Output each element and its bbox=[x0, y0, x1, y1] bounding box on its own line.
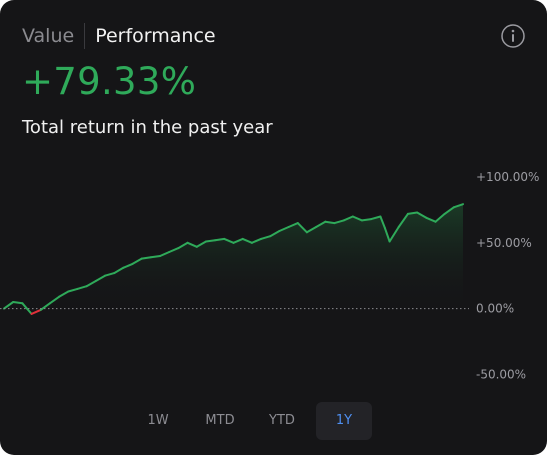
series-line-segment bbox=[3, 301, 15, 310]
series-line-segment bbox=[416, 211, 428, 219]
range-ytd-button[interactable]: YTD bbox=[269, 413, 295, 428]
series-line-segment bbox=[94, 274, 106, 282]
series-line-segment bbox=[452, 203, 464, 209]
series-line-segment bbox=[333, 219, 345, 225]
series-line-segment bbox=[278, 226, 290, 232]
series-line-segment bbox=[104, 272, 116, 277]
series-line-segment bbox=[315, 220, 327, 228]
series-line-segment bbox=[250, 237, 262, 244]
series-line-segment bbox=[149, 255, 162, 259]
series-line-segment bbox=[305, 226, 318, 234]
series-line-segment bbox=[30, 308, 42, 315]
series-line-segment bbox=[342, 215, 354, 222]
y-tick-label: +100.00% bbox=[476, 170, 539, 184]
series-line-segment bbox=[287, 222, 299, 228]
series-line-segment bbox=[324, 220, 336, 225]
series-line-segment bbox=[113, 266, 125, 275]
y-tick-label: -50.00% bbox=[476, 367, 526, 381]
total-return-caption: Total return in the past year bbox=[22, 117, 273, 138]
range-1y-button[interactable]: 1Y bbox=[316, 402, 372, 440]
series-line-segment bbox=[361, 218, 373, 222]
series-line-segment bbox=[131, 257, 143, 265]
series-line-segment bbox=[48, 295, 61, 305]
series-line-segment bbox=[379, 215, 386, 230]
series-line-segment bbox=[406, 211, 419, 215]
series-line-segment bbox=[443, 206, 455, 215]
series-line-segment bbox=[177, 241, 189, 250]
series-line-segment bbox=[21, 302, 33, 315]
performance-chart: +100.00% +50.00% 0.00% -50.00% bbox=[0, 170, 539, 381]
time-range-selector: 1W MTD YTD 1Y bbox=[130, 402, 372, 440]
tab-divider bbox=[84, 23, 86, 49]
series-line-segment bbox=[241, 237, 253, 244]
series-line-segment bbox=[58, 290, 70, 298]
total-return-value: +79.33% bbox=[22, 60, 197, 103]
series-line-segment bbox=[223, 237, 235, 244]
series-area-fill bbox=[4, 204, 463, 309]
series-line-segment bbox=[122, 262, 134, 269]
series-line-segment bbox=[351, 215, 363, 222]
series-line-segment bbox=[269, 230, 281, 238]
series-line-segment bbox=[85, 280, 97, 288]
tab-value[interactable]: Value bbox=[22, 25, 75, 47]
series-line-segment bbox=[195, 240, 207, 248]
tab-performance[interactable]: Performance bbox=[95, 25, 216, 47]
y-tick-label: +50.00% bbox=[476, 236, 532, 250]
series-line-segment bbox=[384, 227, 391, 243]
series-line-segment bbox=[159, 251, 171, 257]
series-line-segment bbox=[67, 287, 79, 293]
series-line-segment bbox=[12, 301, 24, 305]
series-line-segment bbox=[140, 256, 152, 260]
series-line-segment bbox=[76, 285, 88, 290]
series-line-segment bbox=[205, 239, 217, 243]
range-mtd-button[interactable]: MTD bbox=[205, 413, 235, 428]
series-line-segment bbox=[425, 216, 437, 223]
series-line-segment bbox=[260, 235, 272, 240]
series-line-segment bbox=[434, 212, 446, 223]
performance-card: Value Performance +79.33% Total return i… bbox=[0, 0, 547, 455]
view-tabs: Value Performance bbox=[22, 22, 216, 50]
series-line-segment bbox=[168, 247, 180, 253]
series-line-segment bbox=[39, 302, 51, 311]
range-1w-button[interactable]: 1W bbox=[147, 413, 169, 428]
y-tick-label: 0.00% bbox=[476, 302, 514, 316]
info-icon[interactable] bbox=[501, 24, 525, 48]
series-line-segment bbox=[296, 222, 308, 234]
series-line-segment bbox=[214, 237, 226, 242]
series-line-segment bbox=[388, 226, 400, 243]
series-line-segment bbox=[186, 241, 198, 248]
series-line-segment bbox=[370, 215, 382, 221]
series-line-segment bbox=[397, 212, 409, 228]
series-line-segment bbox=[232, 237, 244, 244]
